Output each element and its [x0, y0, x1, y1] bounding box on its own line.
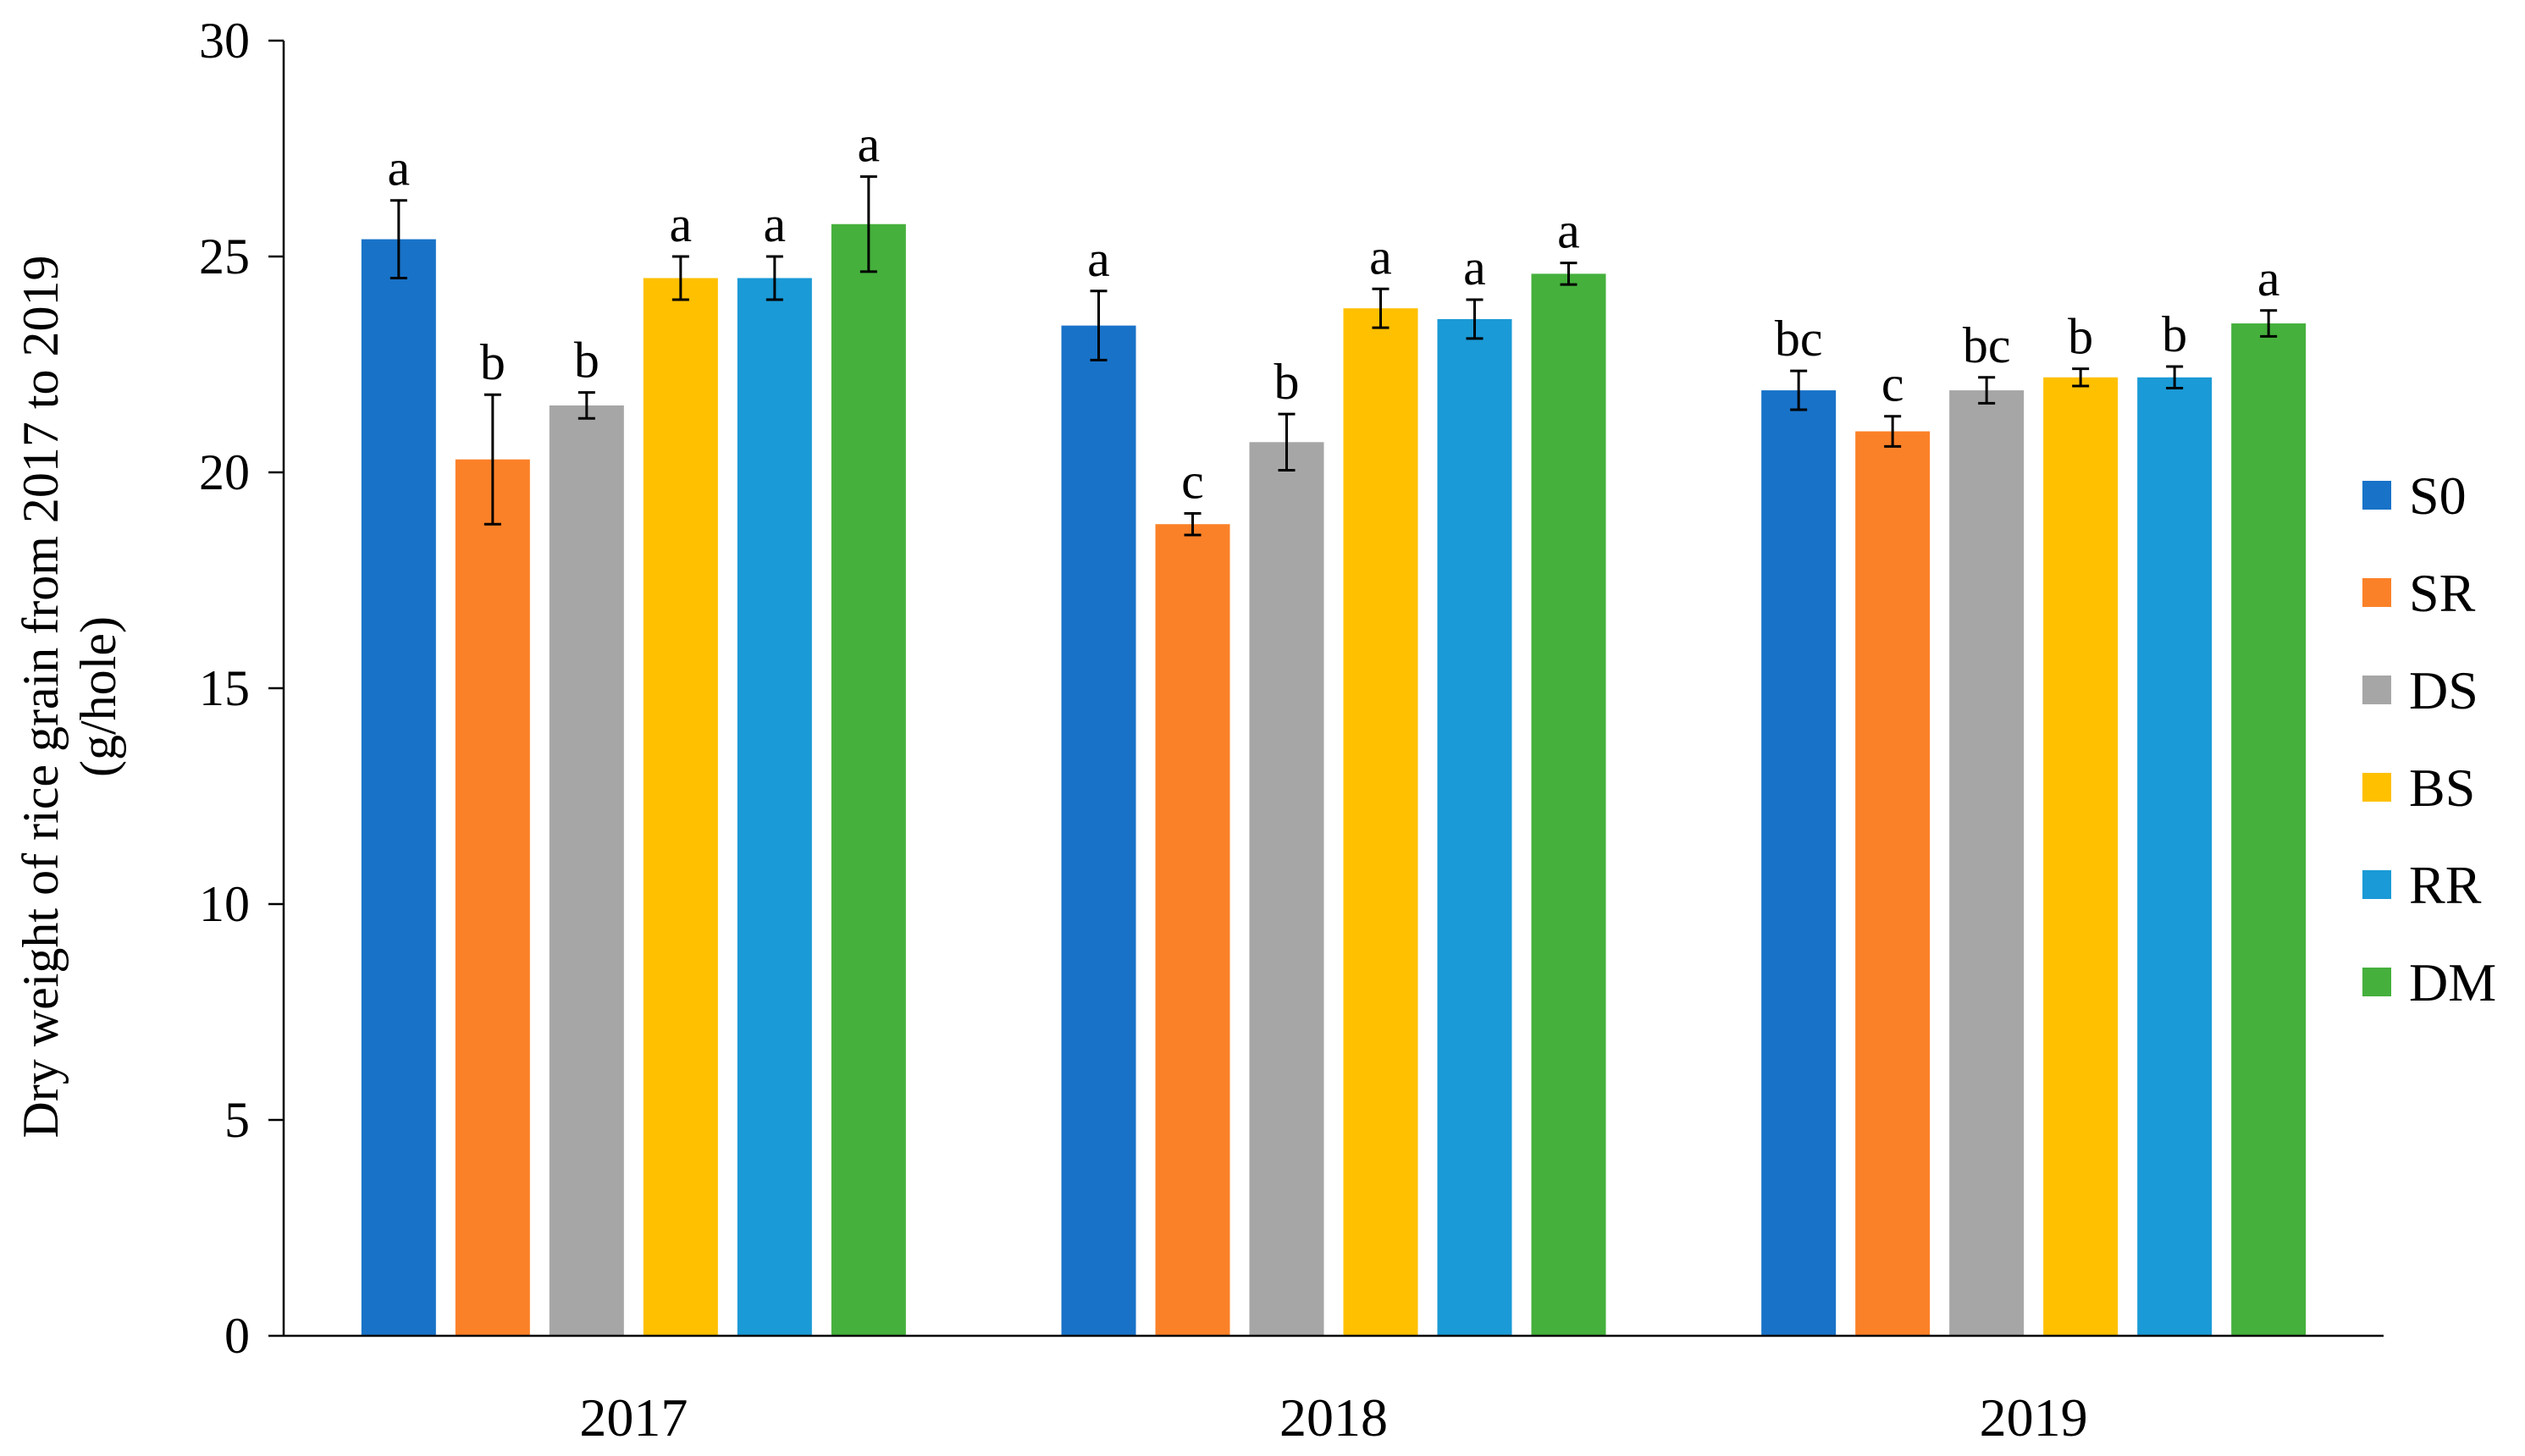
y-axis-ticks: 0 5 10 15 20 25 30 — [199, 13, 284, 1364]
bar-ds-2017 — [549, 405, 624, 1337]
significance-label: a — [858, 117, 881, 173]
bar-s0-2017 — [361, 239, 436, 1337]
bar-dm-2018 — [1531, 273, 1606, 1336]
bar-ds-2018 — [1249, 442, 1324, 1336]
significance-label: b — [574, 333, 599, 389]
bar-bs-2019 — [2043, 377, 2119, 1336]
significance-label: b — [1274, 354, 1300, 410]
x-tick-label: 2017 — [579, 1387, 688, 1448]
y-tick-label: 20 — [199, 444, 250, 500]
x-tick-label: 2019 — [1980, 1387, 2088, 1448]
y-axis-title-unit: (g/hole) — [70, 616, 126, 777]
y-tick-label: 10 — [199, 876, 250, 932]
legend-label-sr: SR — [2409, 563, 2476, 623]
bar-sr-2019 — [1855, 431, 1931, 1336]
bar-sr-2018 — [1155, 524, 1230, 1336]
bar-s0-2019 — [1761, 390, 1837, 1337]
y-tick-label: 15 — [199, 660, 250, 716]
legend-label-s0: S0 — [2409, 466, 2467, 526]
legend-label-ds: DS — [2409, 660, 2478, 720]
bar-bs-2017 — [643, 278, 718, 1336]
axes — [282, 41, 2384, 1337]
bar-rr-2019 — [2137, 377, 2213, 1336]
significance-label: b — [480, 334, 506, 390]
legend-swatch-bs — [2362, 773, 2391, 802]
bar-s0-2018 — [1061, 325, 1136, 1337]
y-tick-label: 5 — [224, 1092, 250, 1148]
y-tick-label: 25 — [199, 229, 250, 284]
y-tick-label: 0 — [224, 1308, 250, 1364]
significance-label: b — [2162, 306, 2187, 362]
bar-series: a b b a a a a c b a a a bc c bc b b a — [361, 117, 2307, 1337]
significance-label: bc — [1963, 317, 2011, 373]
bar-dm-2019 — [2231, 323, 2307, 1336]
y-axis-title: Dry weight of rice grain from 2017 to 20… — [13, 255, 69, 1138]
bar-rr-2017 — [737, 278, 812, 1336]
significance-label: a — [670, 196, 693, 252]
legend: S0 SR DS BS RR DM — [2362, 466, 2496, 1012]
legend-swatch-dm — [2362, 968, 2391, 996]
significance-label: a — [388, 141, 411, 196]
bar-dm-2017 — [831, 223, 906, 1336]
significance-label: a — [764, 196, 787, 252]
significance-label: bc — [1775, 311, 1823, 367]
significance-label: a — [1087, 231, 1110, 287]
legend-swatch-rr — [2362, 870, 2391, 899]
legend-swatch-s0 — [2362, 481, 2391, 510]
significance-label: a — [1557, 203, 1580, 259]
legend-swatch-ds — [2362, 676, 2391, 704]
significance-label: a — [1463, 240, 1486, 295]
significance-label: c — [1881, 356, 1904, 412]
x-tick-label: 2018 — [1279, 1387, 1388, 1448]
bar-bs-2018 — [1343, 308, 1418, 1337]
legend-label-bs: BS — [2409, 758, 2475, 818]
bar-sr-2017 — [455, 459, 530, 1337]
bar-ds-2019 — [1949, 390, 2025, 1337]
legend-swatch-sr — [2362, 578, 2391, 607]
bar-rr-2018 — [1437, 318, 1512, 1337]
significance-label: c — [1181, 453, 1204, 509]
significance-label: a — [1369, 229, 1392, 284]
x-axis-labels: 2017 2018 2019 — [579, 1387, 2087, 1448]
legend-label-rr: RR — [2409, 855, 2482, 915]
y-tick-label: 30 — [199, 13, 250, 69]
legend-label-dm: DM — [2409, 952, 2496, 1012]
significance-label: b — [2068, 309, 2093, 365]
significance-label: a — [2257, 251, 2280, 306]
